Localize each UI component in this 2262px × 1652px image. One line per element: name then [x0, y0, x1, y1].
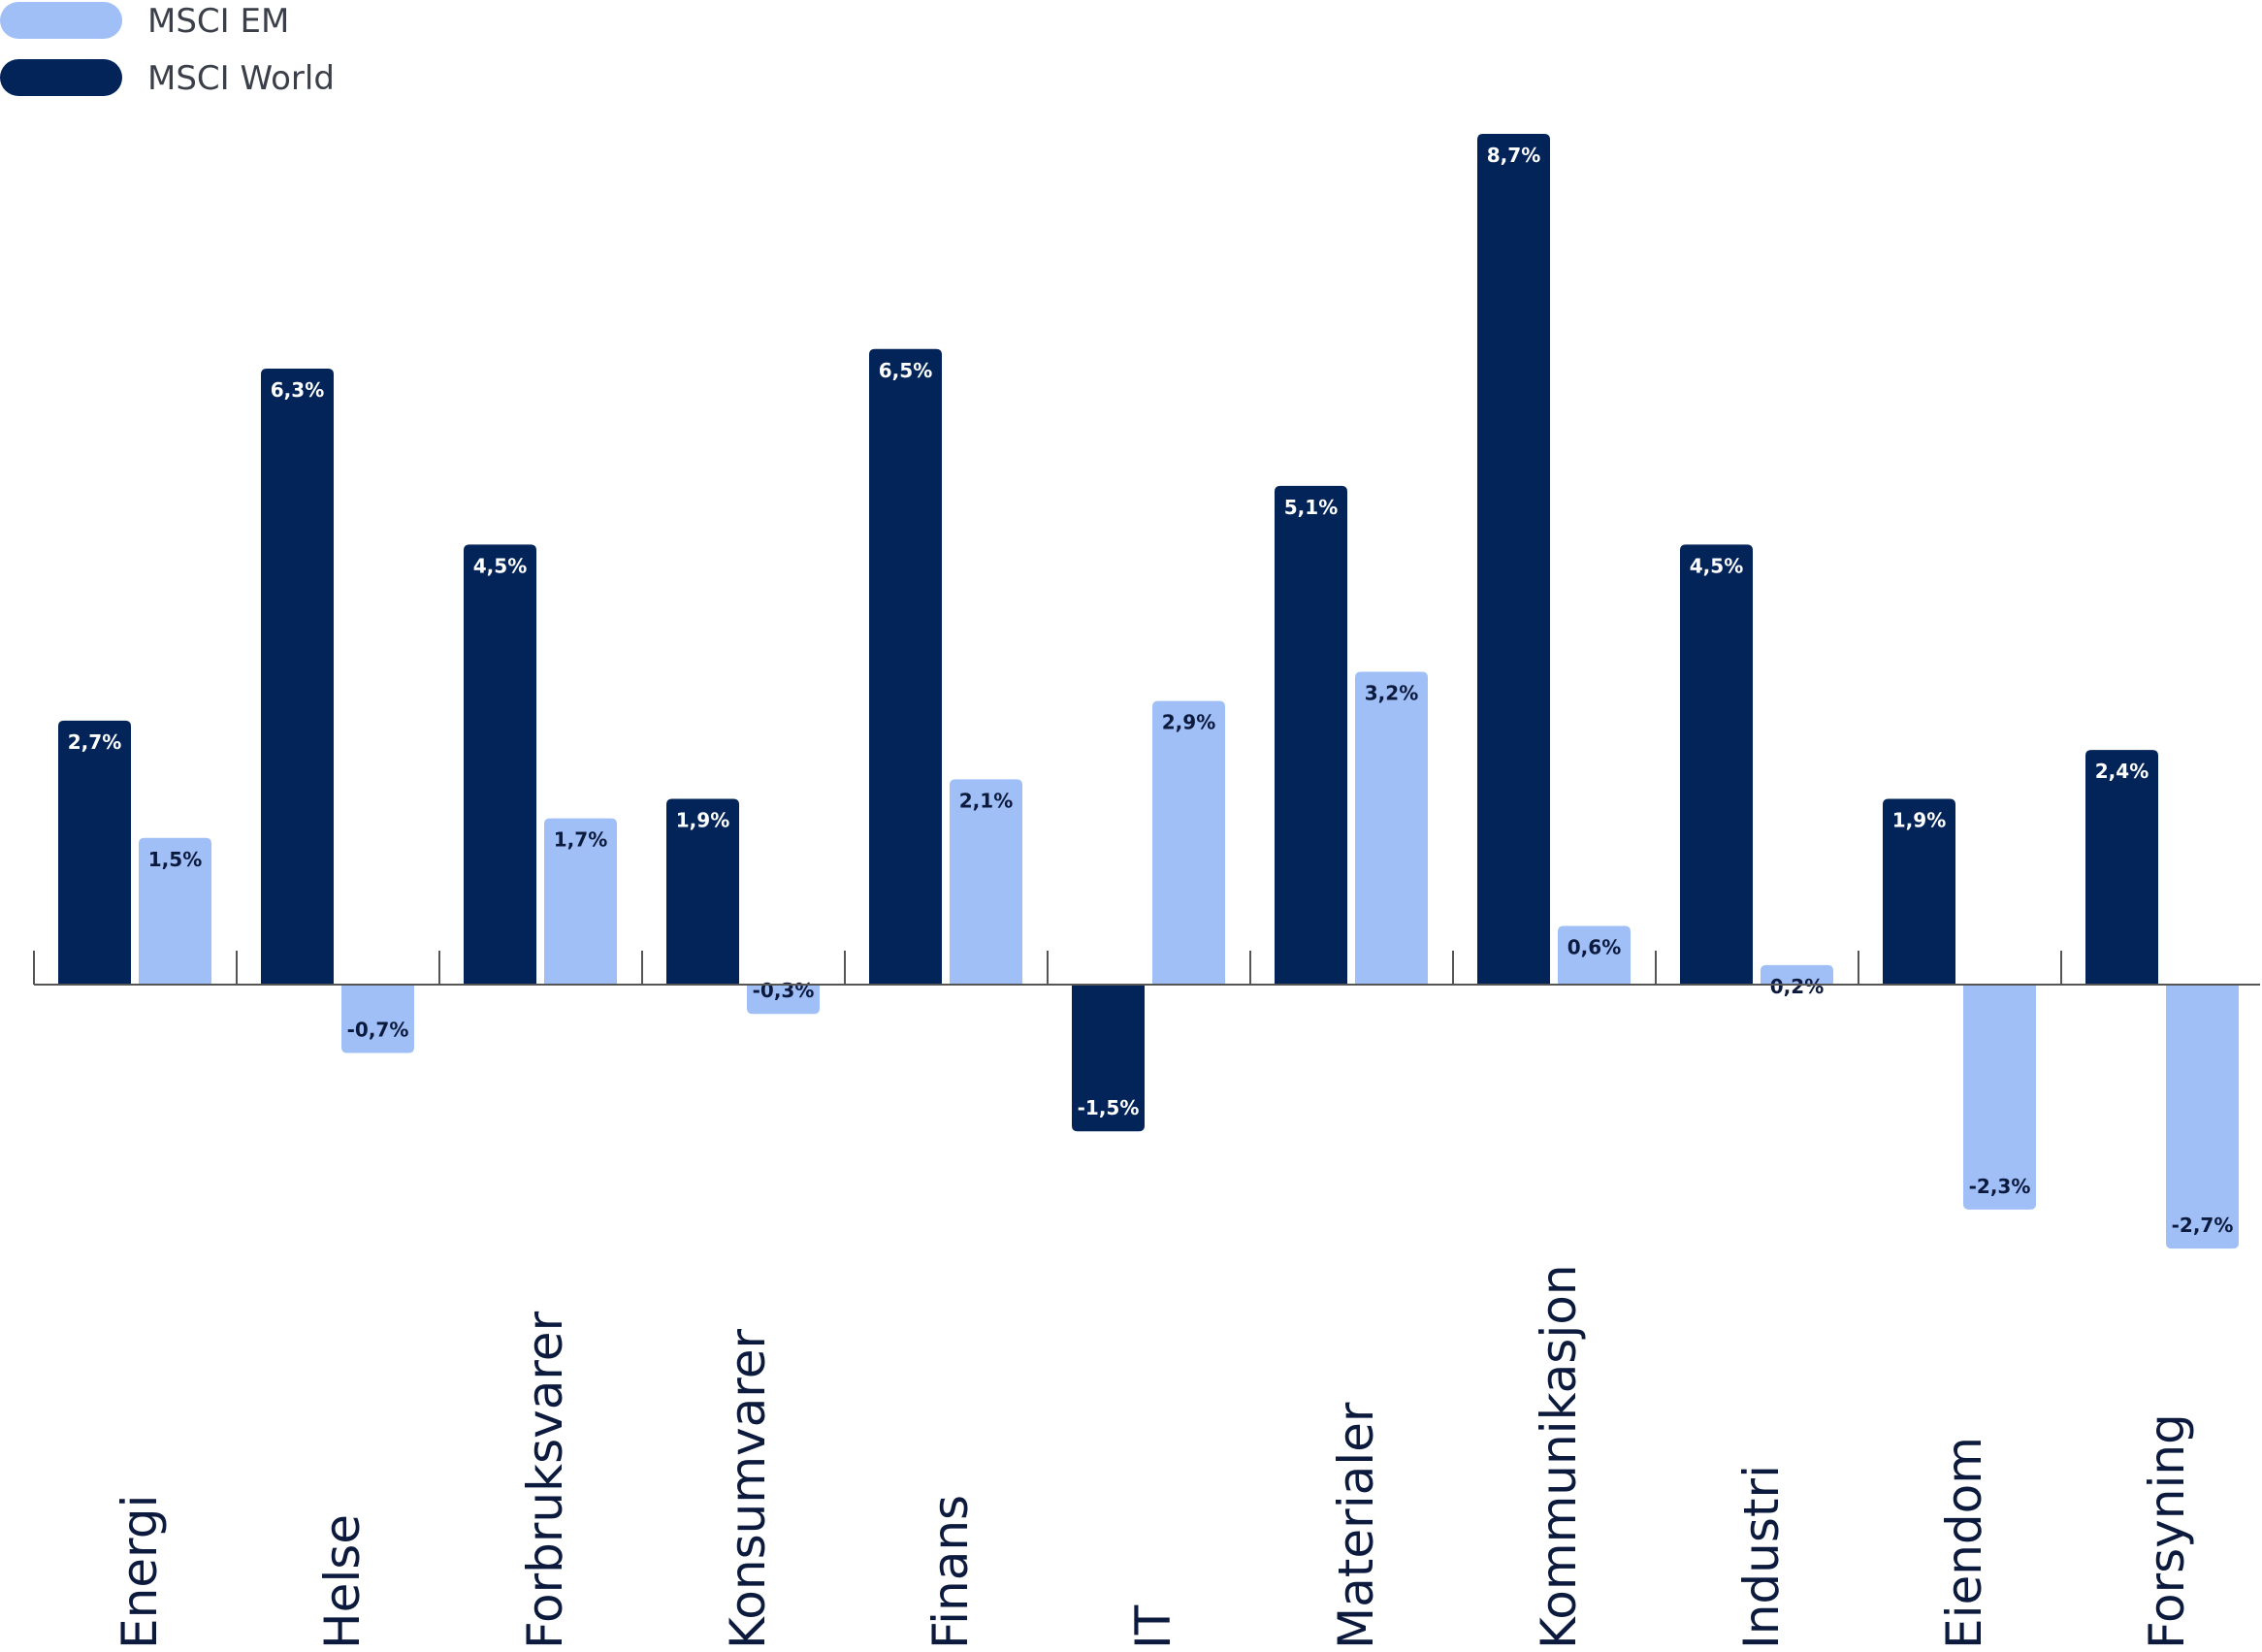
data-label-msci-world-helse: 6,3% [271, 378, 324, 402]
bar-msci-em-it [1152, 700, 1225, 985]
x-axis [33, 951, 2260, 986]
bar-msci-world-energi [58, 720, 131, 985]
legend-label-msci-world: MSCI World [147, 59, 335, 98]
category-labels: Energi Helse Forbruksvarer Konsumvarer Finan… [112, 1264, 2195, 1649]
bar-msci-world-eiendom [1883, 798, 1955, 985]
data-label-msci-em-eiendom: -2,3% [1969, 1175, 2031, 1198]
data-label-msci-em-helse: -0,7% [347, 1019, 409, 1042]
data-label-msci-world-konsumvarer: 1,9% [676, 808, 729, 831]
bar-msci-em-konsumvarer [747, 985, 820, 1015]
bar-msci-world-helse [261, 368, 334, 986]
category-label-forbruksvarer: Forbruksvarer [517, 1311, 573, 1649]
bar-msci-world-forsyning [2085, 750, 2158, 985]
category-label-konsumvarer: Konsumvarer [720, 1329, 776, 1649]
legend-label-msci-em: MSCI EM [147, 2, 289, 41]
bar-msci-world-forbruksvarer [464, 544, 536, 985]
legend: MSCI EM MSCI World [0, 2, 335, 98]
category-label-eiendom: Eiendom [1936, 1437, 1992, 1649]
data-label-msci-world-eiendom: 1,9% [1892, 808, 1946, 831]
data-label-msci-em-kommunikasjon: 0,6% [1567, 936, 1621, 959]
bar-msci-em-forbruksvarer [544, 818, 617, 985]
data-label-msci-em-materialer: 3,2% [1365, 681, 1418, 704]
bar-msci-world-finans [869, 348, 942, 985]
bar-msci-em-energi [139, 837, 211, 985]
bar-msci-em-forsyning [2166, 985, 2239, 1249]
data-label-msci-world-kommunikasjon: 8,7% [1487, 144, 1540, 167]
category-label-helse: Helse [314, 1514, 371, 1649]
data-label-msci-em-forsyning: -2,7% [2172, 1214, 2234, 1237]
bar-msci-em-kommunikasjon [1558, 925, 1631, 985]
category-label-forsyning: Forsyning [2139, 1413, 2195, 1649]
legend-swatch-msci-em [0, 2, 122, 39]
data-label-msci-world-forsyning: 2,4% [2095, 760, 2149, 783]
bar-msci-em-materialer [1355, 671, 1428, 985]
bar-msci-em-finans [950, 779, 1022, 985]
bar-msci-world-it [1072, 985, 1145, 1132]
bar-msci-world-kommunikasjon [1477, 134, 1550, 986]
data-label-msci-world-finans: 6,5% [879, 359, 932, 382]
data-label-msci-em-it: 2,9% [1162, 711, 1215, 734]
category-label-materialer: Materialer [1328, 1402, 1384, 1649]
data-label-msci-world-materialer: 5,1% [1284, 496, 1338, 519]
data-label-msci-world-industri: 4,5% [1690, 554, 1743, 577]
data-label-msci-em-finans: 2,1% [959, 789, 1013, 812]
bar-msci-em-industri [1761, 964, 1833, 985]
category-label-energi: Energi [112, 1495, 168, 1649]
legend-swatch-msci-world [0, 59, 122, 96]
data-label-msci-em-energi: 1,5% [148, 848, 202, 871]
bar-msci-world-konsumvarer [666, 798, 739, 985]
data-label-msci-em-industri: 0,2% [1770, 975, 1824, 998]
category-label-industri: Industri [1733, 1465, 1790, 1649]
bars-layer: 2,7% 1,5% 6,3% -0,7% 4,5% 1,7% 1,9% -0,3% 6,5% 2,… [58, 134, 2239, 1249]
bar-msci-em-helse [341, 985, 414, 1053]
category-label-it: IT [1125, 1604, 1181, 1649]
category-label-kommunikasjon: Kommunikasjon [1531, 1264, 1587, 1649]
data-label-msci-world-it: -1,5% [1078, 1096, 1140, 1119]
bar-msci-em-eiendom [1963, 985, 2036, 1210]
category-label-finans: Finans [922, 1495, 979, 1649]
data-label-msci-world-forbruksvarer: 4,5% [473, 554, 527, 577]
data-label-msci-world-energi: 2,7% [68, 730, 121, 754]
bar-msci-world-materialer [1275, 485, 1347, 985]
data-label-msci-em-forbruksvarer: 1,7% [554, 828, 607, 852]
data-label-msci-em-konsumvarer: -0,3% [753, 979, 815, 1002]
bar-msci-world-industri [1680, 544, 1753, 985]
